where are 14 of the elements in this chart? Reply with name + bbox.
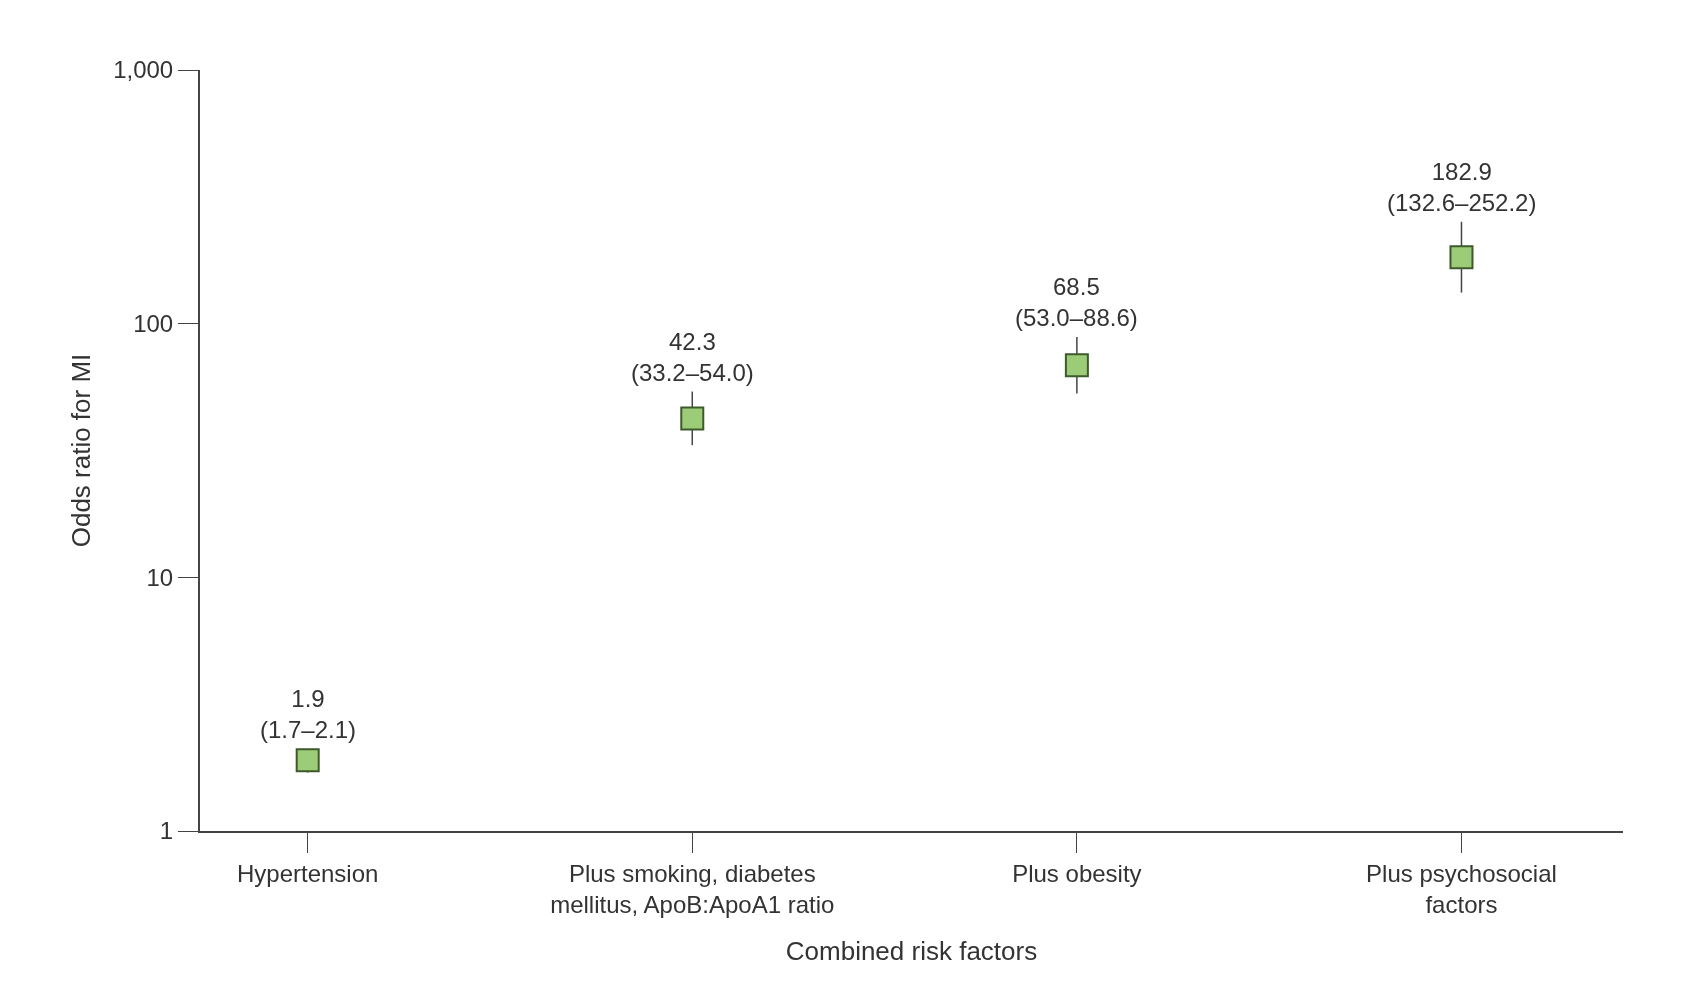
y-tick-label: 1,000 [113, 56, 174, 84]
data-label: 182.9 (132.6–252.2) [1387, 158, 1537, 217]
data-label: 42.3 (33.2–54.0) [631, 328, 754, 387]
data-label: 1.9 (1.7–2.1) [260, 685, 357, 744]
x-tick-label: Plus psychosocial factors [1366, 859, 1557, 918]
x-axis-title: Combined risk factors [785, 936, 1038, 967]
y-axis-title: Odds ratio for MI [66, 353, 97, 548]
y-tick-label: 10 [146, 563, 174, 591]
y-tick-label: 1 [159, 817, 174, 845]
data-label: 68.5 (53.0–88.6) [1015, 273, 1138, 332]
x-tick-label: Plus smoking, diabetes mellitus, ApoB:ApoA1 ratio [550, 859, 835, 918]
x-tick-label: Hypertension [236, 859, 379, 887]
y-tick-label: 100 [133, 310, 174, 338]
x-tick-label: Plus obesity [1012, 859, 1142, 887]
